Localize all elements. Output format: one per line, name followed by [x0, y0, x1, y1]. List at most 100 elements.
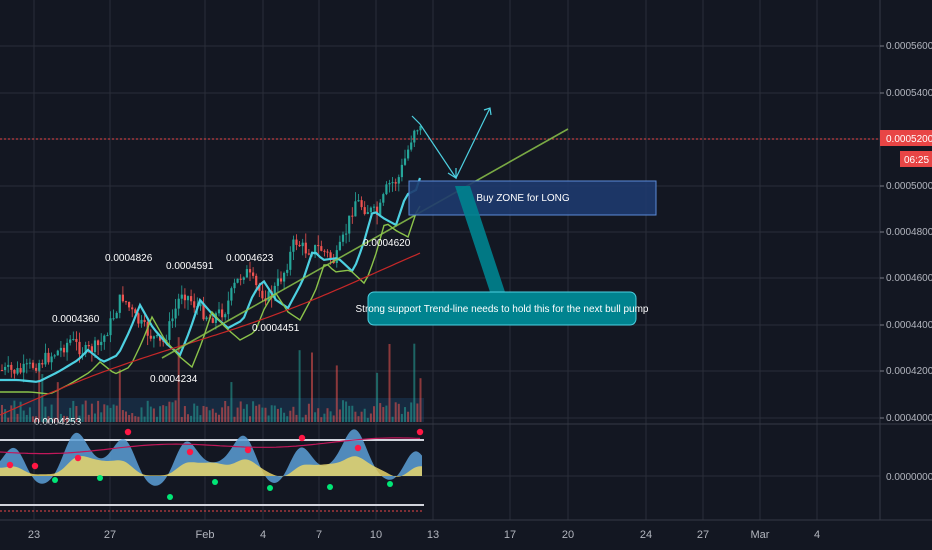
volume-bar-62 — [193, 403, 196, 422]
annotation-6: 0.0004620 — [363, 238, 411, 249]
volume-bar-51 — [159, 406, 162, 422]
volume-bar-121 — [376, 372, 379, 422]
candle-body-23 — [72, 338, 75, 340]
candle-body-36 — [112, 318, 115, 320]
volume-bar-35 — [109, 407, 112, 422]
candle-body-80 — [248, 269, 252, 273]
volume-bar-82 — [255, 405, 258, 422]
volume-bar-6 — [19, 401, 22, 422]
volume-bar-4 — [13, 400, 16, 422]
volume-bar-67 — [208, 410, 211, 422]
candle-body-16 — [50, 356, 53, 363]
volume-bar-33 — [103, 404, 106, 422]
candle-body-58 — [180, 294, 183, 299]
candle-body-38 — [118, 294, 121, 313]
candle-body-122 — [379, 202, 382, 215]
osc-wave-yellow — [0, 456, 422, 477]
volume-bar-46 — [143, 416, 146, 422]
price-label-7: 0.0004200 — [886, 366, 932, 377]
volume-bar-72 — [224, 400, 227, 422]
osc-red-dot-7 — [354, 444, 362, 452]
trendline-note-box[interactable] — [367, 291, 637, 326]
candle-body-120 — [372, 206, 376, 208]
volume-bar-24 — [75, 406, 78, 422]
buy-zone-label: Buy ZONE for LONG — [476, 193, 570, 204]
buy-zone-box[interactable] — [408, 180, 657, 216]
volume-bar-73 — [227, 406, 230, 422]
volume-bar-69 — [214, 412, 217, 422]
candle-body-92 — [286, 269, 289, 273]
candle-body-76 — [236, 278, 239, 283]
candle-body-35 — [109, 318, 112, 336]
annotation-0: 0.0004360 — [52, 314, 100, 325]
volume-bar-87 — [270, 405, 273, 422]
volume-bar-92 — [286, 416, 289, 422]
candle-body-7 — [22, 363, 25, 373]
candle-body-1 — [4, 366, 7, 371]
volume-bar-77 — [239, 401, 242, 422]
candle-body-5 — [16, 368, 19, 374]
annotation-2: 0.0004591 — [166, 261, 214, 272]
support-trendline[interactable] — [161, 128, 569, 359]
volume-bar-98 — [304, 414, 307, 422]
candle-body-20 — [62, 347, 66, 353]
volume-bar-76 — [236, 407, 239, 422]
volume-bar-70 — [218, 414, 220, 422]
volume-bars — [0, 337, 424, 422]
candle-body-112 — [348, 215, 351, 234]
candle-body-41 — [128, 301, 131, 308]
volume-bar-59 — [183, 406, 186, 422]
candle-body-99 — [307, 253, 310, 255]
volume-bar-116 — [360, 411, 363, 422]
candle-body-132 — [410, 142, 413, 150]
candle-body-77 — [239, 278, 242, 280]
price-axis[interactable]: 0.0005600 0.0005400 0.0005200 0.0005000 0.00… — [880, 41, 932, 424]
volume-bar-52 — [162, 405, 165, 422]
volume-bar-96 — [298, 350, 301, 422]
current-price-value: 0.0005200 — [886, 134, 932, 145]
candle-body-12 — [38, 363, 41, 371]
candle-body-59 — [183, 294, 186, 301]
candle-body-25 — [78, 341, 81, 355]
osc-red-dot-1 — [31, 462, 39, 470]
volume-bar-38 — [118, 369, 121, 422]
volume-bar-57 — [177, 337, 180, 422]
volume-bar-99 — [307, 403, 310, 422]
candle-body-70 — [217, 309, 221, 314]
candle-body-6 — [19, 368, 22, 373]
volume-bar-112 — [348, 405, 351, 422]
candle-body-106 — [329, 252, 332, 259]
candle-body-55 — [171, 318, 174, 322]
candle-body-27 — [84, 345, 87, 354]
volume-bar-11 — [35, 416, 38, 422]
candle-body-37 — [115, 312, 118, 319]
volume-bar-29 — [90, 403, 93, 422]
candle-body-105 — [326, 251, 329, 253]
volume-bar-115 — [357, 416, 360, 422]
candle-body-119 — [369, 207, 372, 213]
volume-bar-126 — [391, 416, 394, 422]
candle-body-118 — [366, 212, 369, 215]
volume-bar-65 — [202, 405, 205, 422]
volume-bar-132 — [410, 402, 413, 422]
candle-body-133 — [413, 130, 416, 143]
volume-bar-58 — [180, 416, 183, 422]
candle-body-10 — [31, 362, 35, 368]
candle-body-108 — [335, 250, 338, 264]
candle-body-31 — [97, 340, 100, 346]
candle-body-117 — [363, 207, 366, 215]
candle-body-86 — [267, 291, 270, 302]
volume-bar-124 — [385, 405, 388, 422]
oscillator-panel — [0, 428, 424, 512]
date-label-9: 24 — [640, 529, 652, 541]
candle-body-127 — [394, 182, 397, 184]
date-label-0: 23 — [28, 529, 40, 541]
candle-body-29 — [90, 346, 93, 353]
price-label-5: 0.0004600 — [886, 273, 932, 284]
projection-arrows — [411, 107, 492, 180]
date-axis[interactable]: 23 27 Feb 4 7 10 13 17 20 24 27 Mar 4 — [28, 529, 820, 541]
candle-body-95 — [295, 239, 298, 245]
volume-bar-61 — [190, 415, 193, 422]
candle-body-97 — [301, 242, 304, 247]
